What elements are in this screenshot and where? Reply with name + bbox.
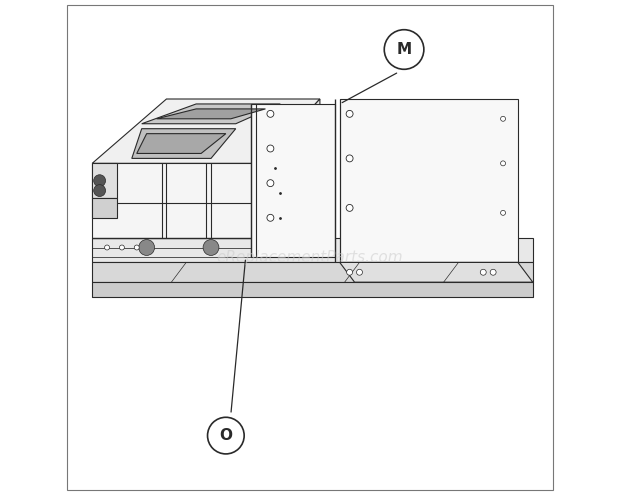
Circle shape [267, 180, 274, 187]
Circle shape [500, 161, 505, 166]
Circle shape [208, 417, 244, 454]
Text: M: M [396, 42, 412, 57]
Polygon shape [156, 109, 265, 119]
Circle shape [94, 175, 105, 187]
Circle shape [203, 240, 219, 255]
Circle shape [105, 245, 110, 250]
Polygon shape [142, 104, 280, 124]
Circle shape [267, 214, 274, 221]
Polygon shape [92, 238, 533, 262]
Circle shape [267, 145, 274, 152]
Polygon shape [92, 282, 533, 297]
Text: eReplacementParts.com: eReplacementParts.com [216, 250, 404, 265]
Circle shape [346, 110, 353, 117]
Circle shape [135, 245, 140, 250]
Polygon shape [340, 99, 518, 262]
Circle shape [346, 155, 353, 162]
Polygon shape [137, 134, 226, 153]
Polygon shape [92, 198, 117, 218]
Circle shape [139, 240, 154, 255]
Circle shape [490, 269, 496, 275]
Polygon shape [92, 163, 117, 198]
Polygon shape [92, 163, 260, 238]
Circle shape [384, 30, 424, 69]
Polygon shape [92, 262, 533, 282]
Polygon shape [260, 99, 320, 238]
Text: O: O [219, 428, 232, 443]
Circle shape [94, 185, 105, 197]
Polygon shape [250, 104, 335, 257]
Circle shape [480, 269, 486, 275]
Circle shape [346, 204, 353, 211]
Circle shape [356, 269, 363, 275]
Circle shape [267, 110, 274, 117]
Polygon shape [92, 99, 320, 163]
Circle shape [500, 116, 505, 121]
Polygon shape [132, 129, 236, 158]
Circle shape [500, 210, 505, 215]
Circle shape [347, 269, 353, 275]
Circle shape [120, 245, 125, 250]
Polygon shape [340, 262, 533, 282]
